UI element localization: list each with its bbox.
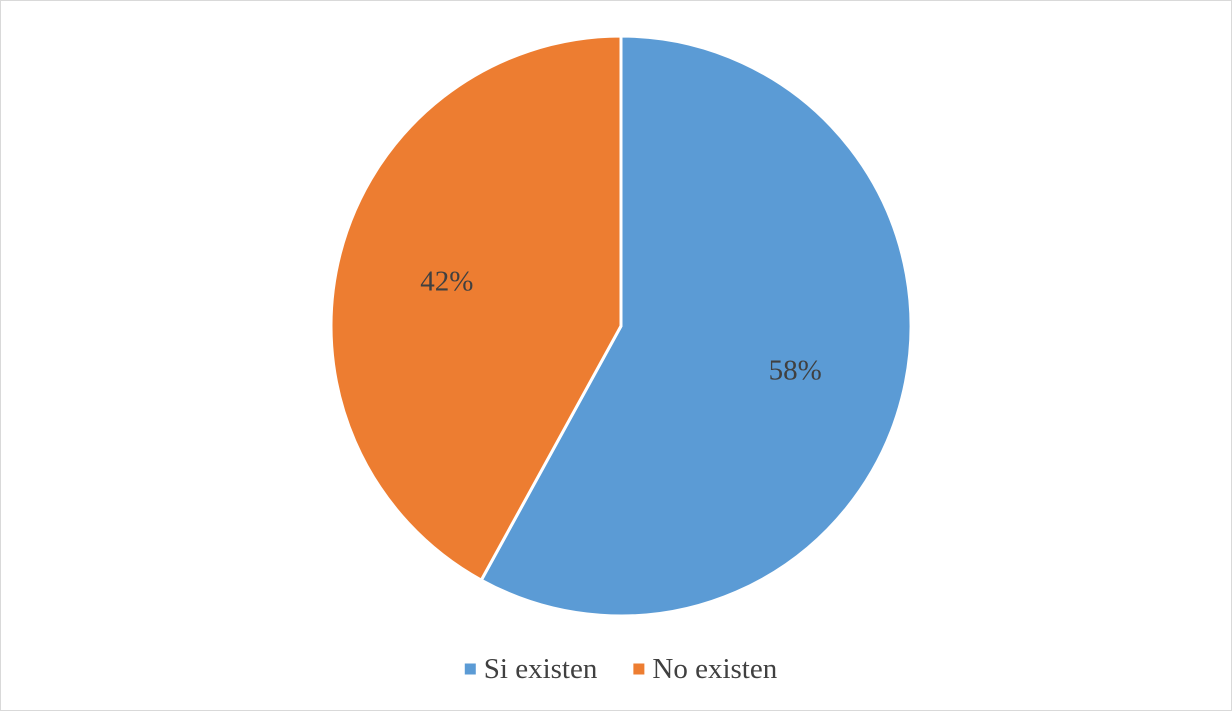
- legend-swatch-no-existen: [633, 663, 645, 675]
- legend-item-no-existen: No existen: [633, 653, 778, 685]
- legend-label-si-existen: Si existen: [484, 653, 598, 685]
- legend-item-si-existen: Si existen: [464, 653, 598, 685]
- legend: Si existen No existen: [464, 653, 778, 685]
- data-label-si-existen: 58%: [769, 355, 822, 387]
- pie-slices: [329, 34, 913, 618]
- legend-label-no-existen: No existen: [652, 653, 777, 685]
- pie-slice-no-existen: [329, 34, 623, 582]
- data-label-no-existen: 42%: [420, 265, 473, 297]
- pie-slice-si-existen: [479, 34, 913, 618]
- legend-swatch-si-existen: [464, 663, 476, 675]
- pie-data-labels: 58% 42%: [420, 265, 821, 386]
